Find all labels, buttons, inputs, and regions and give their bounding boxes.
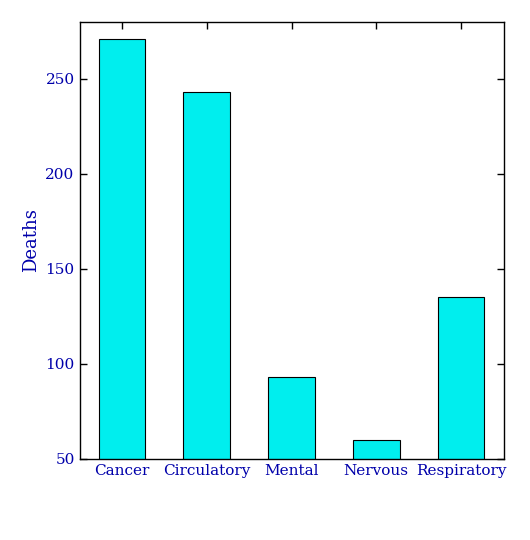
Y-axis label: Deaths: Deaths <box>22 208 40 272</box>
Bar <box>353 440 400 540</box>
Bar <box>438 298 484 540</box>
Bar <box>183 92 230 540</box>
Bar <box>99 39 145 540</box>
Bar <box>268 377 315 540</box>
